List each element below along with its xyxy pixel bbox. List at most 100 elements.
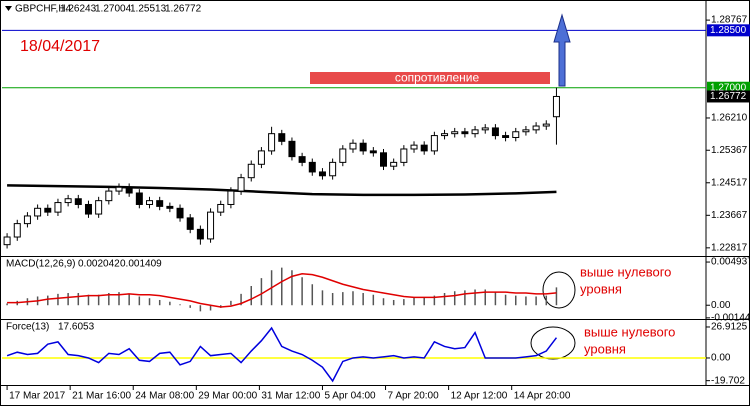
candle-body [95, 200, 103, 215]
candle-body [64, 198, 72, 204]
candle-body [522, 129, 530, 133]
candle-body [349, 142, 357, 150]
candle-body [237, 177, 245, 192]
candle-body [542, 123, 550, 127]
candle-body [329, 161, 337, 177]
y-tick-label: 1.23667 [711, 210, 748, 221]
candle-body [23, 215, 31, 225]
highlight-circle [530, 326, 576, 360]
header-low: 1.25513 [130, 4, 167, 15]
x-tick-label: 5 Apr 04:00 [324, 391, 376, 402]
force-title: Force(13) [6, 322, 49, 333]
symbol-icon [5, 6, 12, 11]
annotation: уровня [580, 281, 622, 296]
resistance-label: сопротивление [395, 71, 480, 85]
candle-body [247, 163, 255, 179]
candle-body [420, 144, 428, 152]
candle-body [74, 198, 82, 205]
candle-body [410, 144, 418, 150]
highlight-circle [542, 271, 576, 309]
y-tick-label: -19.702 [711, 375, 745, 386]
x-tick-label: 29 Mar 00:00 [198, 391, 257, 402]
candle-body [84, 203, 92, 215]
candle-body [196, 228, 204, 240]
candle-body [44, 207, 52, 213]
up-arrow [553, 13, 571, 87]
candle-body [318, 171, 326, 177]
price-box [707, 90, 750, 103]
candle-body [146, 200, 154, 205]
candle-body [430, 135, 438, 152]
y-tick-label: 0.004937 [711, 257, 750, 268]
candle-body [135, 192, 143, 205]
candle-body [339, 148, 347, 163]
candle-body [207, 211, 215, 240]
candle-body [166, 205, 174, 209]
candle-body [380, 152, 388, 167]
candle-body [552, 95, 560, 118]
y-tick-label: 1.25367 [711, 145, 748, 156]
candle-body [308, 161, 316, 173]
annotation: выше нулевого [580, 264, 671, 279]
header-high: 1.27004 [95, 4, 132, 15]
indicator-line [7, 272, 557, 308]
candle-body [400, 148, 408, 163]
candle-body [298, 156, 306, 163]
date-note: 18/04/2017 [20, 38, 100, 55]
level-label: 1.27000 [710, 82, 747, 93]
y-tick-label: 1.28767 [711, 15, 748, 26]
candle-body [227, 190, 235, 205]
x-tick-label: 24 Mar 08:00 [135, 391, 194, 402]
candle-body [115, 186, 123, 192]
candle-body [3, 236, 11, 246]
resistance-zone [310, 72, 550, 84]
candle-body [471, 129, 479, 135]
annotation: выше нулевого [584, 324, 675, 339]
price-label: 1.26772 [710, 91, 747, 102]
candle-body [34, 207, 42, 217]
force-value: 17.6053 [58, 322, 95, 333]
candle-body [125, 186, 133, 194]
y-tick-label: 1.22817 [711, 242, 748, 253]
level-label: 1.28500 [710, 25, 747, 36]
symbol: GBPCHF,H4 [15, 4, 72, 15]
indicator-line [6, 326, 558, 383]
candle-body [369, 150, 377, 154]
candle-body [491, 127, 499, 137]
candle-body [278, 133, 286, 142]
x-tick-label: 14 Apr 20:00 [514, 391, 571, 402]
candle-body [502, 135, 510, 138]
header-open: 1.26243 [60, 4, 97, 15]
x-tick-label: 21 Mar 16:00 [72, 391, 131, 402]
y-tick-label: 0.00 [711, 300, 731, 311]
y-tick-label: 1.26210 [711, 113, 748, 124]
candle-body [54, 202, 62, 213]
candle-body [105, 190, 113, 202]
x-tick-label: 7 Apr 20:00 [388, 391, 440, 402]
candle-body [288, 140, 296, 158]
candle-body [176, 207, 184, 219]
candle-body [13, 223, 21, 238]
macd-value: 0.002042 [78, 259, 120, 270]
level-box [707, 24, 750, 37]
x-tick-label: 17 Mar 2017 [9, 391, 66, 402]
signal-value: 0.001409 [120, 259, 162, 270]
candle-body [390, 161, 398, 167]
annotation: уровня [584, 341, 626, 356]
candle-body [156, 200, 164, 207]
y-tick-label: 1.24517 [711, 177, 748, 188]
candle-body [186, 217, 194, 230]
candle-body [451, 131, 459, 135]
x-tick-label: 12 Apr 12:00 [451, 391, 508, 402]
candle-body [532, 125, 540, 131]
x-tick-label: 31 Mar 12:00 [261, 391, 320, 402]
candle-body [481, 127, 489, 131]
header-close: 1.26772 [165, 4, 202, 15]
y-tick-label: 26.9125 [711, 322, 748, 333]
moving-average [7, 184, 557, 197]
candle-body [217, 203, 225, 213]
candle-body [257, 150, 265, 165]
